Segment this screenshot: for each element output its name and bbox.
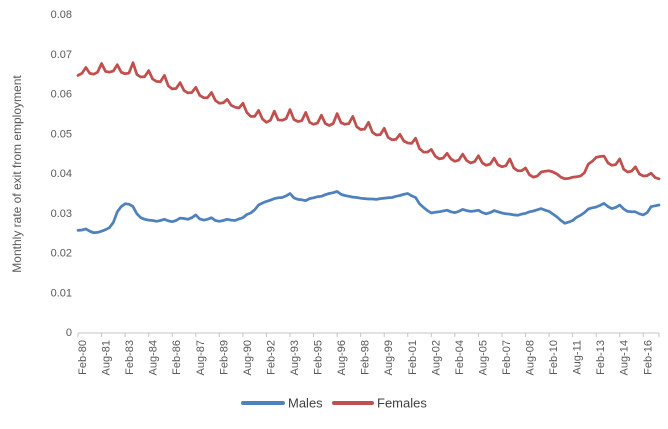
x-tick-label: Aug-08 [525, 340, 537, 375]
x-tick-label: Feb-86 [171, 340, 183, 375]
x-tick-label: Feb-07 [501, 340, 513, 375]
x-tick-label: Feb-95 [313, 340, 325, 375]
x-tick-label: Feb-13 [595, 340, 607, 375]
x-tick-label: Aug-11 [572, 340, 584, 375]
data-series [76, 61, 661, 235]
x-tick-label: Feb-16 [642, 340, 654, 375]
x-tick-label: Feb-01 [407, 340, 419, 375]
x-tick-label: Feb-04 [454, 340, 466, 375]
y-axis-title: Monthly rate of exit from employment [10, 75, 24, 273]
y-tick-label: 0.06 [51, 89, 72, 101]
y-axis-tick-labels: 0 0.01 0.02 0.03 0.04 0.05 0.06 0.07 0.08 [51, 9, 72, 339]
x-tick-label: Aug-02 [430, 340, 442, 375]
males-line [76, 190, 661, 235]
x-tick-label: Aug-99 [383, 340, 395, 375]
x-tick-label: Feb-80 [77, 340, 89, 375]
x-tick-label: Feb-89 [218, 340, 230, 375]
y-tick-label: 0 [66, 327, 72, 339]
x-tick-label: Aug-93 [289, 340, 301, 375]
y-tick-label: 0.07 [51, 49, 72, 61]
x-tick-label: Aug-96 [336, 340, 348, 375]
y-tick-label: 0.08 [51, 9, 72, 21]
y-tick-label: 0.03 [51, 208, 72, 220]
y-tick-label: 0.01 [51, 287, 72, 299]
legend-males-label: Males [288, 396, 323, 411]
x-tick-label: Feb-83 [124, 340, 136, 375]
y-tick-label: 0.04 [51, 168, 72, 180]
legend: Males Females [241, 396, 427, 411]
x-axis [77, 332, 660, 337]
x-tick-label: Feb-10 [548, 340, 560, 375]
legend-females-label: Females [377, 396, 427, 411]
x-axis-tick-labels: Feb-80 Aug-81 Feb-83 Aug-84 Feb-86 Aug-87 Feb-… [77, 340, 654, 375]
x-tick-label: Aug-90 [242, 340, 254, 375]
x-tick-label: Aug-87 [195, 340, 207, 375]
x-tick-label: Aug-14 [619, 340, 631, 375]
x-tick-label: Feb-98 [360, 340, 372, 375]
x-tick-label: Aug-81 [101, 340, 113, 375]
females-line [76, 61, 661, 181]
y-tick-label: 0.02 [51, 248, 72, 260]
x-tick-label: Feb-92 [265, 340, 277, 375]
x-tick-label: Aug-05 [477, 340, 489, 375]
y-tick-label: 0.05 [51, 128, 72, 140]
x-tick-label: Aug-84 [148, 340, 160, 375]
